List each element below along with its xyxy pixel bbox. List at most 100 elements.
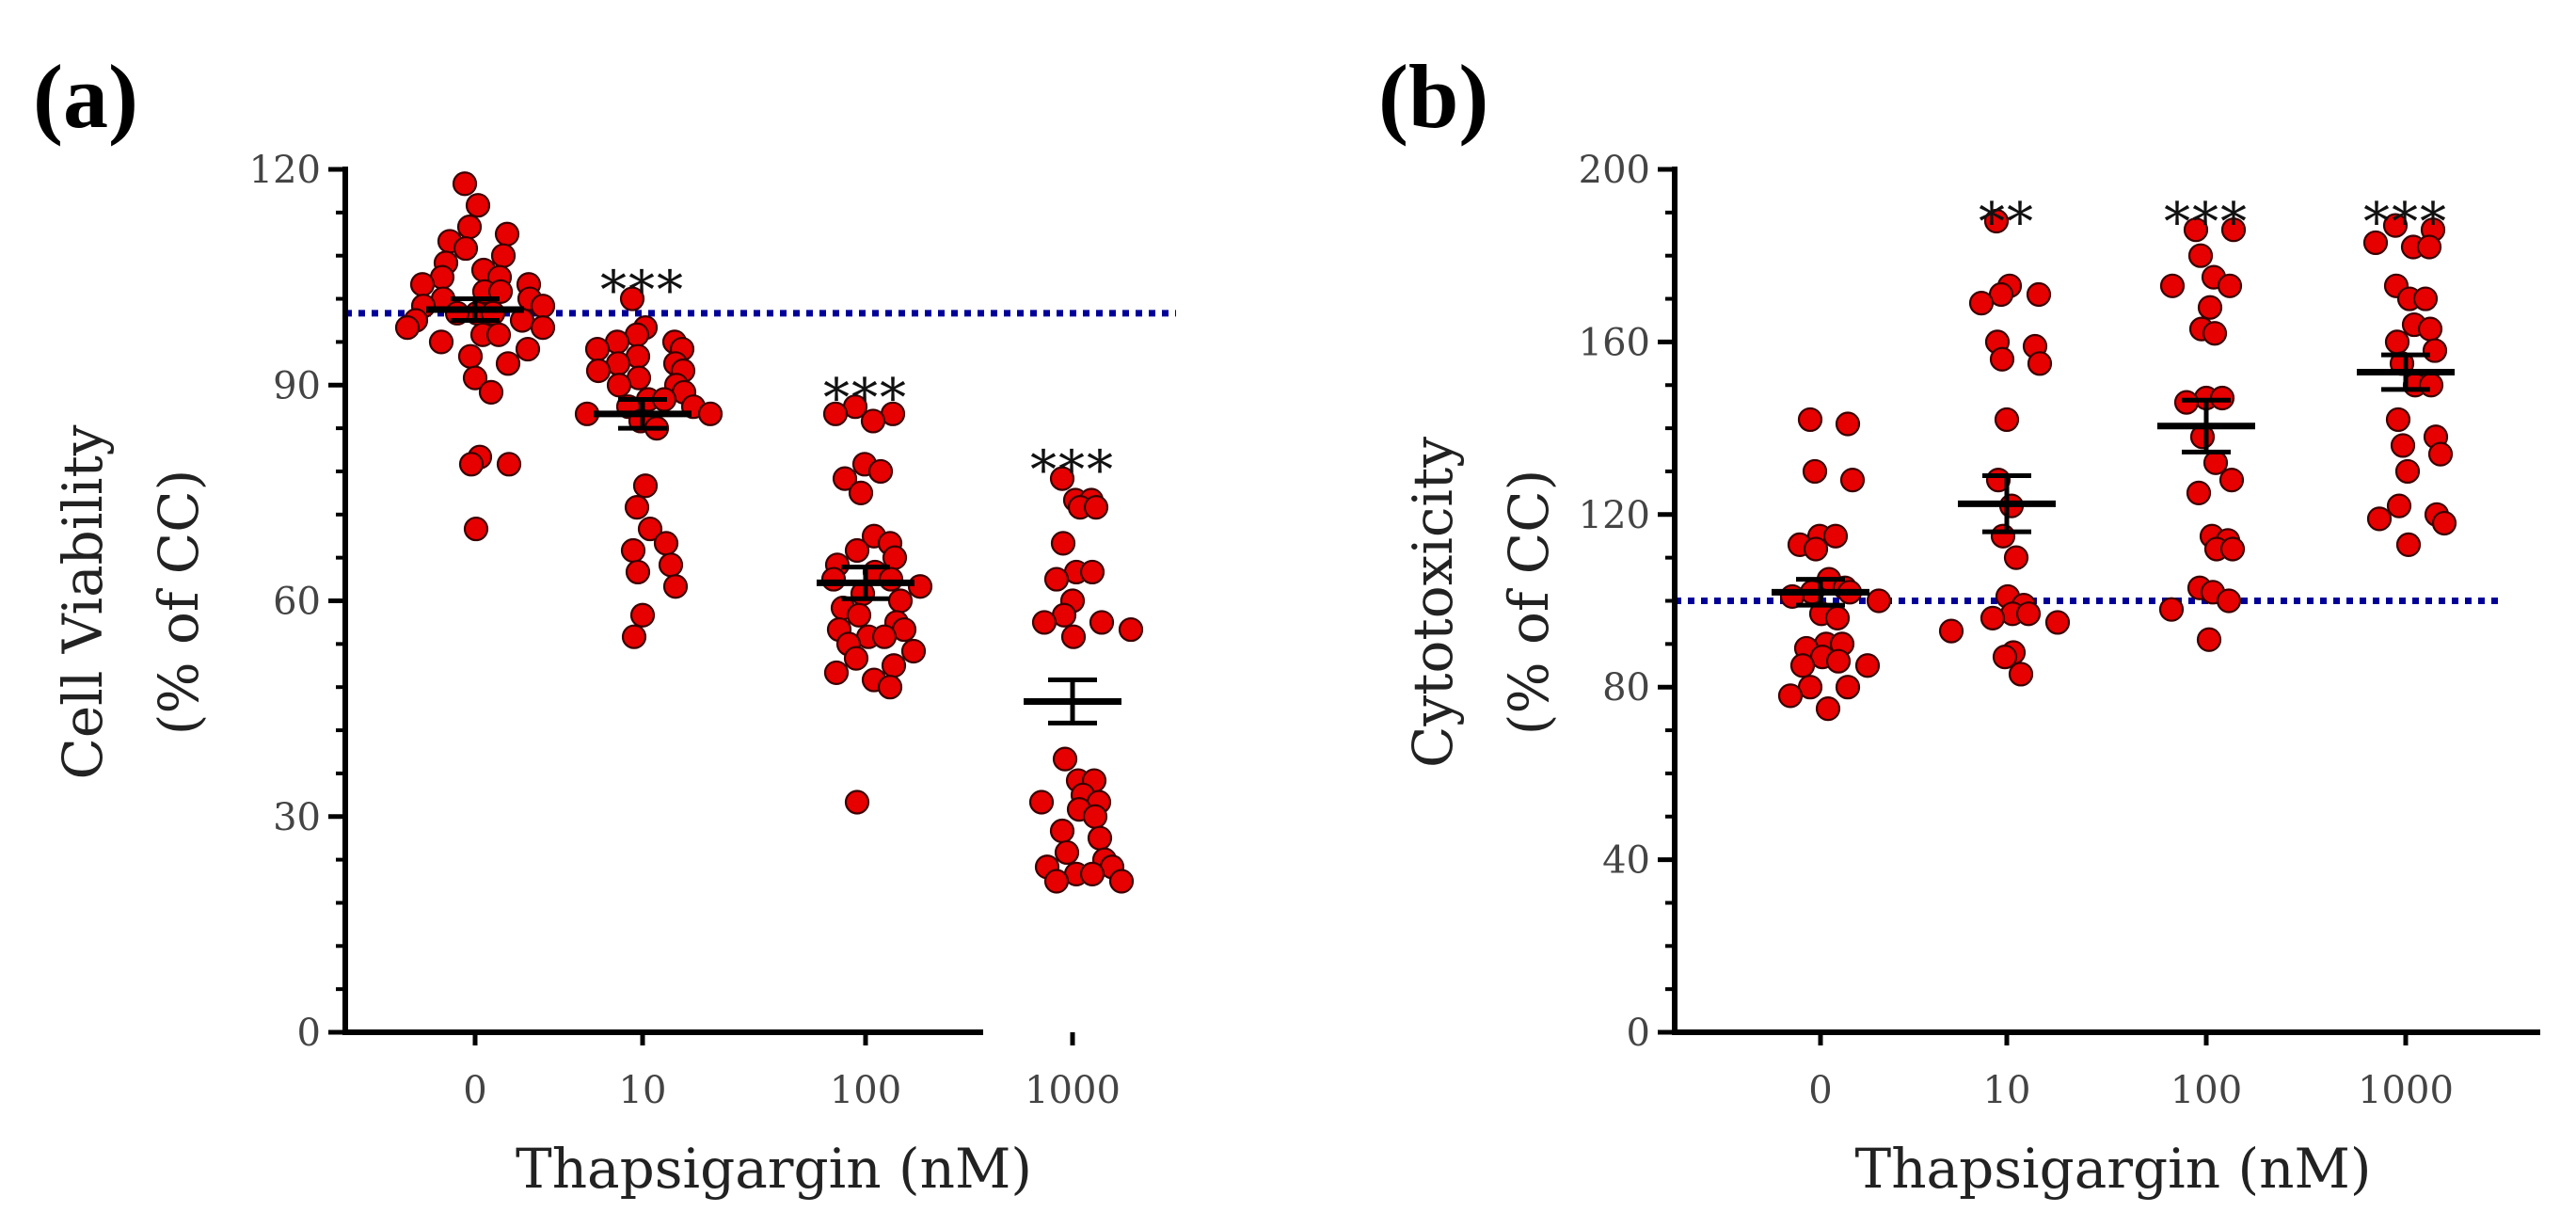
data-point [1043, 869, 1070, 894]
x-tick-label: 100 [2171, 1069, 2242, 1112]
data-point [394, 315, 421, 341]
data-point [1983, 208, 2010, 234]
significance-label: ** [1979, 192, 2035, 253]
data-point [1825, 648, 1852, 674]
panel-b-y-axis-title-line2: (% of CC) [1497, 470, 1561, 735]
data-point [907, 574, 933, 599]
data-point [1079, 559, 1105, 585]
data-point [846, 602, 872, 628]
data-point [1835, 675, 1861, 700]
data-point [2197, 295, 2223, 320]
data-point [2431, 510, 2457, 536]
data-point [1802, 458, 1828, 485]
data-point [1043, 566, 1070, 592]
data-point [515, 336, 541, 362]
data-point [887, 588, 914, 614]
data-point [844, 537, 870, 564]
data-point [2015, 601, 2042, 627]
panel-a-y-axis-title-line1: Cell Viability [51, 424, 115, 779]
data-point [1028, 789, 1055, 815]
data-point [606, 373, 632, 398]
significance-label: *** [2164, 192, 2249, 253]
data-point [485, 322, 512, 347]
data-point [1087, 825, 1113, 851]
data-point [409, 272, 436, 297]
data-point [877, 675, 903, 700]
panel-a-significance: *** *** *** [600, 261, 1115, 502]
data-point [653, 531, 679, 556]
data-point [530, 294, 556, 319]
panel-a-axes [328, 167, 1075, 1045]
data-point [637, 516, 663, 542]
data-point [584, 336, 611, 362]
y-tick-label: 80 [1602, 666, 1650, 710]
data-point [2202, 321, 2228, 346]
data-point [843, 646, 869, 671]
data-point [2026, 281, 2052, 308]
data-point [1839, 468, 1866, 493]
data-point [832, 466, 858, 491]
data-point [1797, 407, 1823, 433]
y-tick-label: 30 [273, 796, 321, 839]
data-point [465, 193, 491, 218]
data-point [428, 329, 454, 355]
data-point [878, 566, 904, 592]
data-point [494, 221, 520, 247]
panel-a-mean-sem [426, 296, 1121, 726]
data-point [2202, 450, 2229, 475]
data-point [478, 379, 504, 405]
data-point [1980, 605, 2006, 630]
data-point [1835, 411, 1861, 437]
x-tick-label: 1000 [2358, 1069, 2454, 1112]
data-point [2027, 351, 2053, 376]
data-point [619, 286, 645, 311]
data-point [823, 660, 850, 686]
data-point [2187, 243, 2214, 268]
data-point [2417, 316, 2443, 342]
y-tick-label: 90 [273, 364, 321, 407]
data-point [2394, 458, 2421, 485]
data-point [2412, 286, 2439, 311]
panel-b-significance: ** *** *** [1979, 192, 2448, 253]
data-point [1052, 746, 1078, 772]
panel-a: (a) Cell Viability (% of CC) Thapsigargi… [33, 46, 1176, 1201]
data-point [1060, 624, 1087, 649]
data-point [495, 351, 521, 376]
data-point [822, 401, 849, 426]
data-point [1083, 495, 1109, 520]
data-point [2044, 610, 2071, 635]
data-point [625, 559, 651, 585]
data-point [1822, 523, 1849, 549]
panel-a-x-axis-title: Thapsigargin (nM) [516, 1137, 1032, 1201]
data-point [2216, 588, 2242, 614]
data-point [462, 365, 488, 391]
data-point [697, 401, 724, 426]
data-point [2220, 217, 2247, 243]
data-point [658, 552, 684, 578]
data-point [871, 624, 898, 649]
panel-b-tick-labels: 0 40 80 120 160 200 0 10 100 1000 [1579, 149, 2454, 1112]
panel-b-y-axis-title-line1: Cytotoxicity [1401, 437, 1465, 768]
y-tick-label: 60 [273, 581, 321, 624]
data-point [1990, 523, 2016, 549]
data-point [1777, 683, 1804, 709]
significance-label: *** [823, 368, 908, 429]
data-point [2395, 532, 2422, 557]
data-point [881, 653, 907, 678]
x-tick-label: 10 [1983, 1069, 2031, 1112]
data-point [2366, 506, 2393, 532]
data-point [530, 315, 556, 341]
data-point [1054, 839, 1080, 866]
data-point [2003, 545, 2029, 570]
significance-label: *** [2363, 192, 2448, 253]
data-point [457, 343, 484, 369]
x-tick-label: 1000 [1025, 1069, 1121, 1112]
data-point [2386, 493, 2412, 518]
data-point [1089, 610, 1115, 635]
significance-label: *** [1030, 440, 1115, 502]
x-tick-label: 0 [463, 1069, 486, 1112]
panel-b-axes [1658, 167, 2540, 1045]
data-point [1866, 588, 1892, 614]
data-point [2418, 373, 2444, 398]
data-point [585, 358, 612, 384]
